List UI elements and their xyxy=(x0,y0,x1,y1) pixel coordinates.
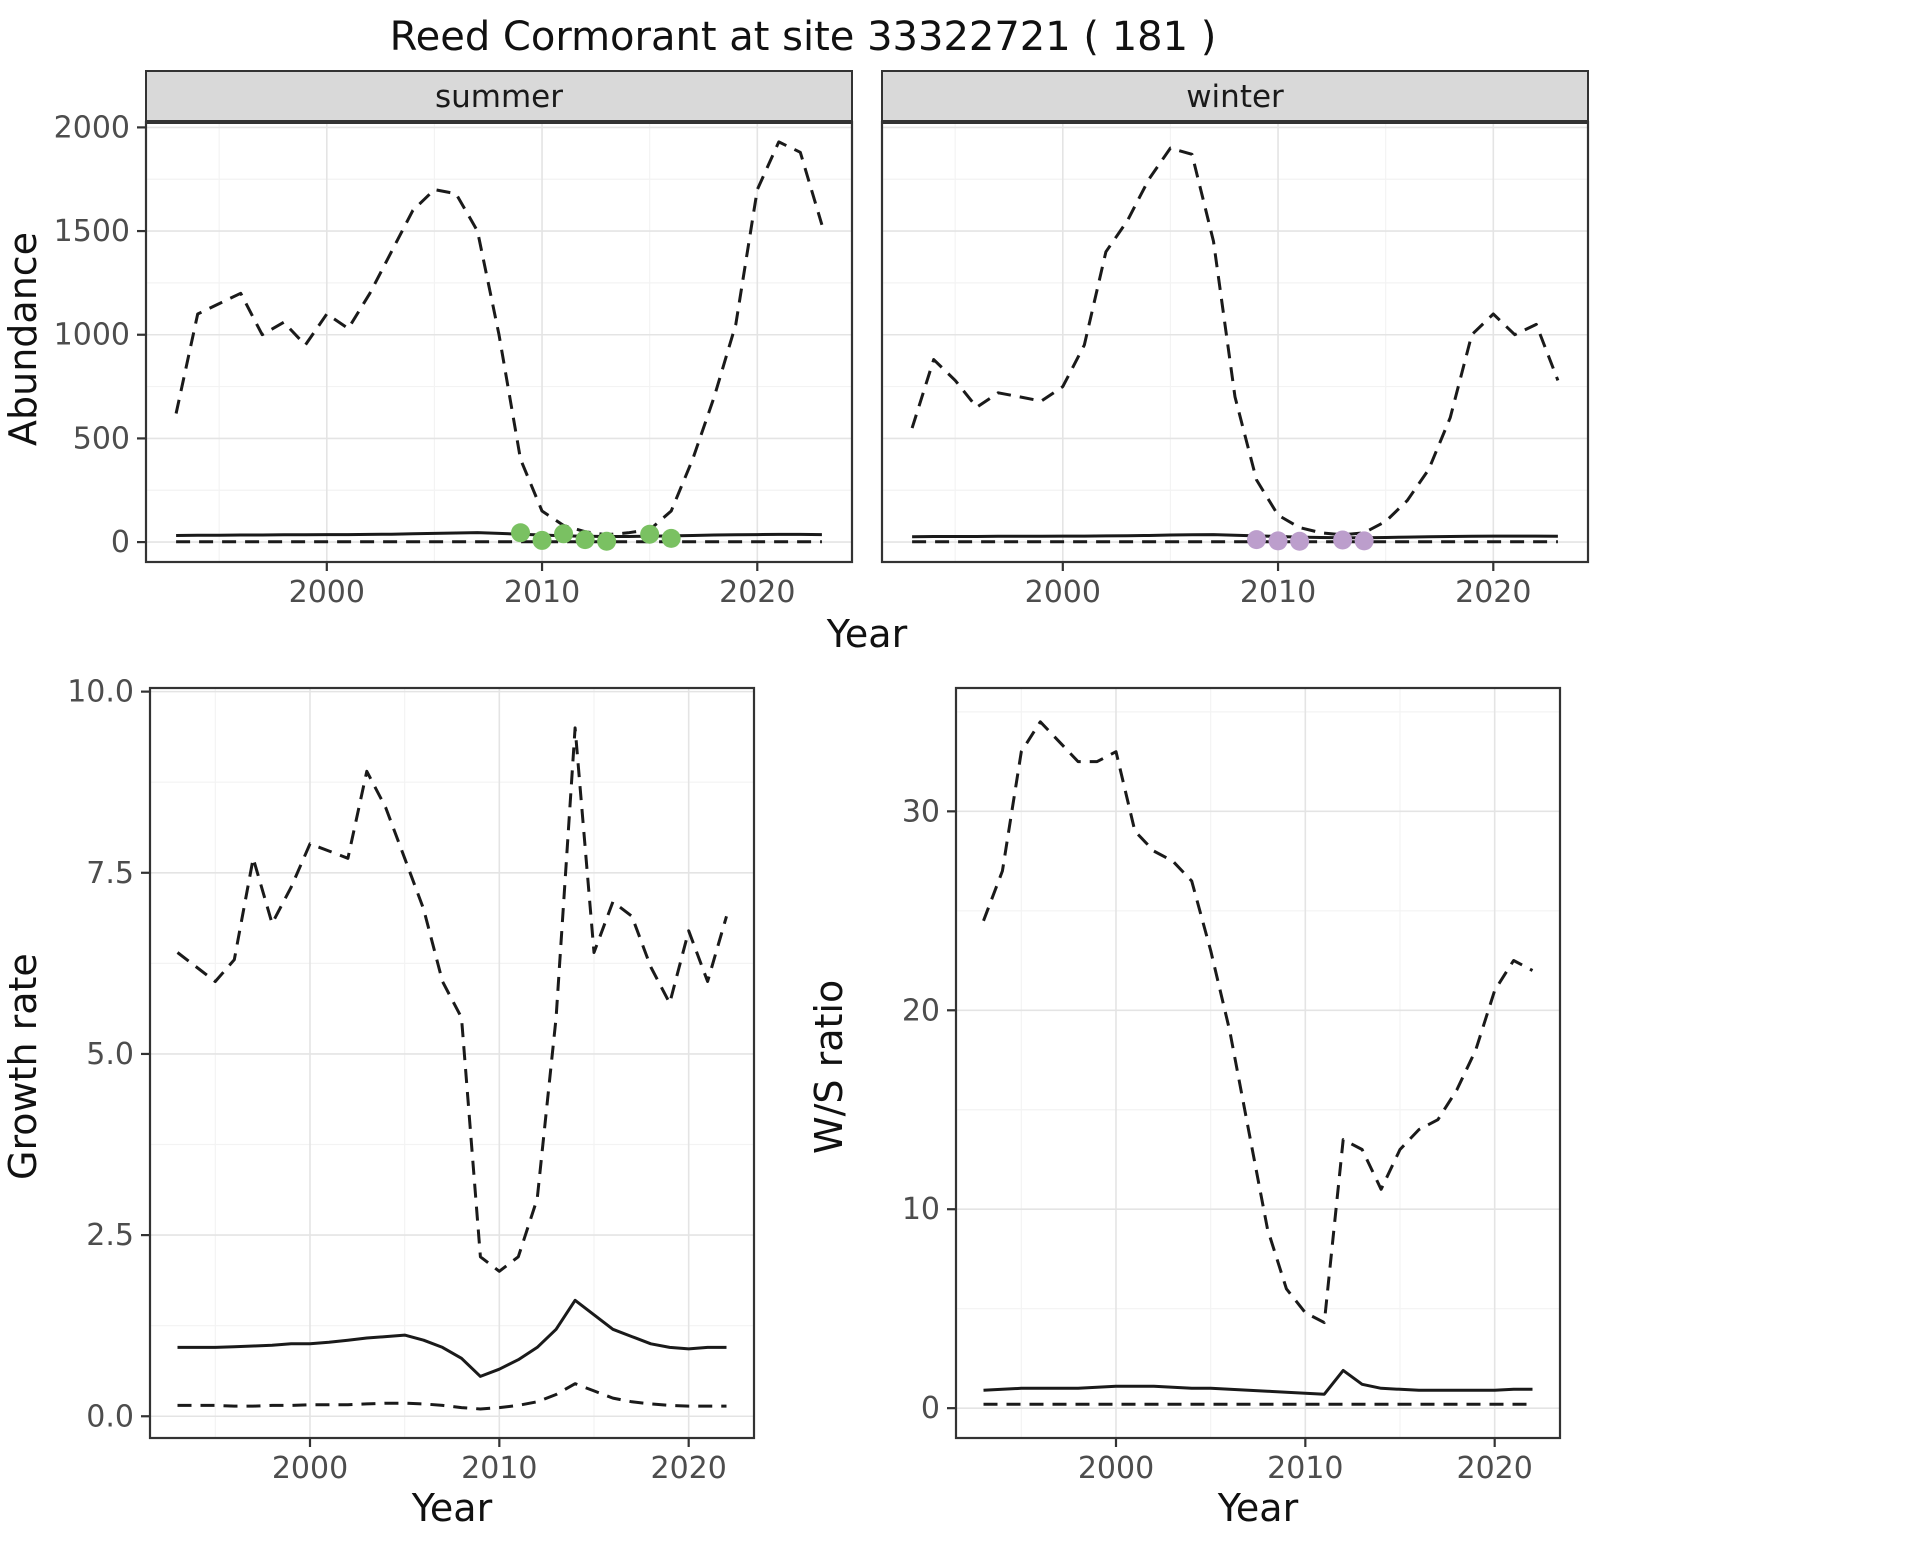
abundance-panels: summer 2000 2010 2020 0 500 1000 1500 2000 winter… xyxy=(46,70,1606,610)
x-tick-label: 2010 xyxy=(1240,575,1316,608)
observed-counts-summer-point xyxy=(575,530,595,550)
y-tick-label: 10.0 xyxy=(67,675,134,710)
y-tick-label: 1500 xyxy=(54,214,130,249)
y-tick-label: 0.0 xyxy=(86,1399,134,1434)
abundance-x-axis-title: Year xyxy=(826,612,908,656)
y-tick-label: 7.5 xyxy=(86,856,134,891)
ws-ratio-figure: W/S ratio 2000 2010 2020 0 10 20 30 Year xyxy=(806,672,1572,1530)
observed-counts-summer-point xyxy=(511,523,531,543)
y-tick-label: 0 xyxy=(111,525,130,560)
abundance-summer-median-line xyxy=(176,531,822,538)
ws-panel-upper-ci-line xyxy=(982,720,1534,1325)
y-tick-label: 1000 xyxy=(54,318,130,353)
y-tick-label: 20 xyxy=(902,993,940,1028)
x-tick-label: 2010 xyxy=(461,1451,537,1484)
growth-rate-x-axis-title: Year xyxy=(411,1486,493,1530)
growth-rate-panel: 2000 2010 2020 0.0 2.5 5.0 7.5 10.0 xyxy=(46,672,766,1486)
abundance-summer-upper-ci-line xyxy=(174,140,824,537)
growth-panel-upper-ci-line xyxy=(176,726,728,1273)
ws-ratio-figure-body: 2000 2010 2020 0 10 20 30 Year xyxy=(852,672,1572,1530)
growth-panel-median-line xyxy=(177,1298,727,1378)
x-tick-label: 2010 xyxy=(504,575,580,608)
x-tick-label: 2010 xyxy=(1267,1451,1343,1484)
x-tick-label: 2020 xyxy=(1455,575,1531,608)
y-tick-label: 30 xyxy=(902,794,940,829)
x-tick-label: 2020 xyxy=(719,575,795,608)
abundance-winter-upper-ci-line xyxy=(910,146,1560,537)
growth-panel-lower-ci-line xyxy=(177,1382,727,1411)
abundance-winter-median-line xyxy=(912,533,1558,540)
growth-rate-figure: Growth rate 2000 2010 2020 0.0 2.5 5.0 7.5 10.0… xyxy=(0,672,766,1530)
abundance-figure: Abundance summer 2000 2010 2020 0 500 1000 1500… xyxy=(0,70,1920,610)
observed-counts-winter-point xyxy=(1354,531,1374,551)
y-tick-label: 2.5 xyxy=(86,1218,134,1253)
y-tick-label: 500 xyxy=(73,421,130,456)
ws-chart-svg: 2000 2010 2020 0 10 20 30 xyxy=(902,686,1562,1486)
bottom-row: Growth rate 2000 2010 2020 0.0 2.5 5.0 7.5 10.0… xyxy=(0,672,1920,1530)
ws-ratio-panel: 2000 2010 2020 0 10 20 30 xyxy=(852,672,1572,1486)
facet-strip-label: winter xyxy=(1186,79,1284,115)
observed-counts-summer-point xyxy=(554,524,574,544)
observed-counts-winter-point xyxy=(1290,531,1310,551)
ws-ratio-y-axis-title: W/S ratio xyxy=(807,979,851,1155)
observed-counts-summer-point xyxy=(532,530,552,550)
facet-strip-label: summer xyxy=(435,79,563,115)
y-tick-label: 10 xyxy=(902,1192,940,1227)
abundance-y-axis-title: Abundance xyxy=(1,231,45,447)
observed-counts-summer-point xyxy=(640,524,660,544)
growth-chart-svg: 2000 2010 2020 0.0 2.5 5.0 7.5 10.0 xyxy=(67,675,756,1486)
observed-counts-summer-point xyxy=(597,531,617,551)
observed-counts-winter-point xyxy=(1333,530,1353,550)
observed-counts-summer-point xyxy=(661,528,681,548)
y-tick-label: 0 xyxy=(921,1391,940,1426)
x-tick-label: 2020 xyxy=(650,1451,726,1484)
observed-counts-winter-point xyxy=(1268,531,1288,551)
ws-panel-median-line xyxy=(983,1368,1533,1396)
x-tick-label: 2020 xyxy=(1456,1451,1532,1484)
y-tick-label: 2000 xyxy=(54,110,130,145)
ws-ratio-x-axis-title: Year xyxy=(1217,1486,1299,1530)
x-tick-label: 2000 xyxy=(272,1451,348,1484)
growth-rate-y-axis-title: Growth rate xyxy=(1,953,45,1181)
chart-title: Reed Cormorant at site 33322721 ( 181 ) xyxy=(389,14,1217,60)
abundance-chart-svg: summer 2000 2010 2020 0 500 1000 1500 2000 winter… xyxy=(54,70,1590,610)
x-tick-label: 2000 xyxy=(289,575,365,608)
growth-rate-figure-body: 2000 2010 2020 0.0 2.5 5.0 7.5 10.0 Year xyxy=(46,672,766,1530)
observed-counts-winter-point xyxy=(1247,530,1267,550)
x-tick-label: 2000 xyxy=(1025,575,1101,608)
y-tick-label: 5.0 xyxy=(86,1037,134,1072)
x-tick-label: 2000 xyxy=(1078,1451,1154,1484)
